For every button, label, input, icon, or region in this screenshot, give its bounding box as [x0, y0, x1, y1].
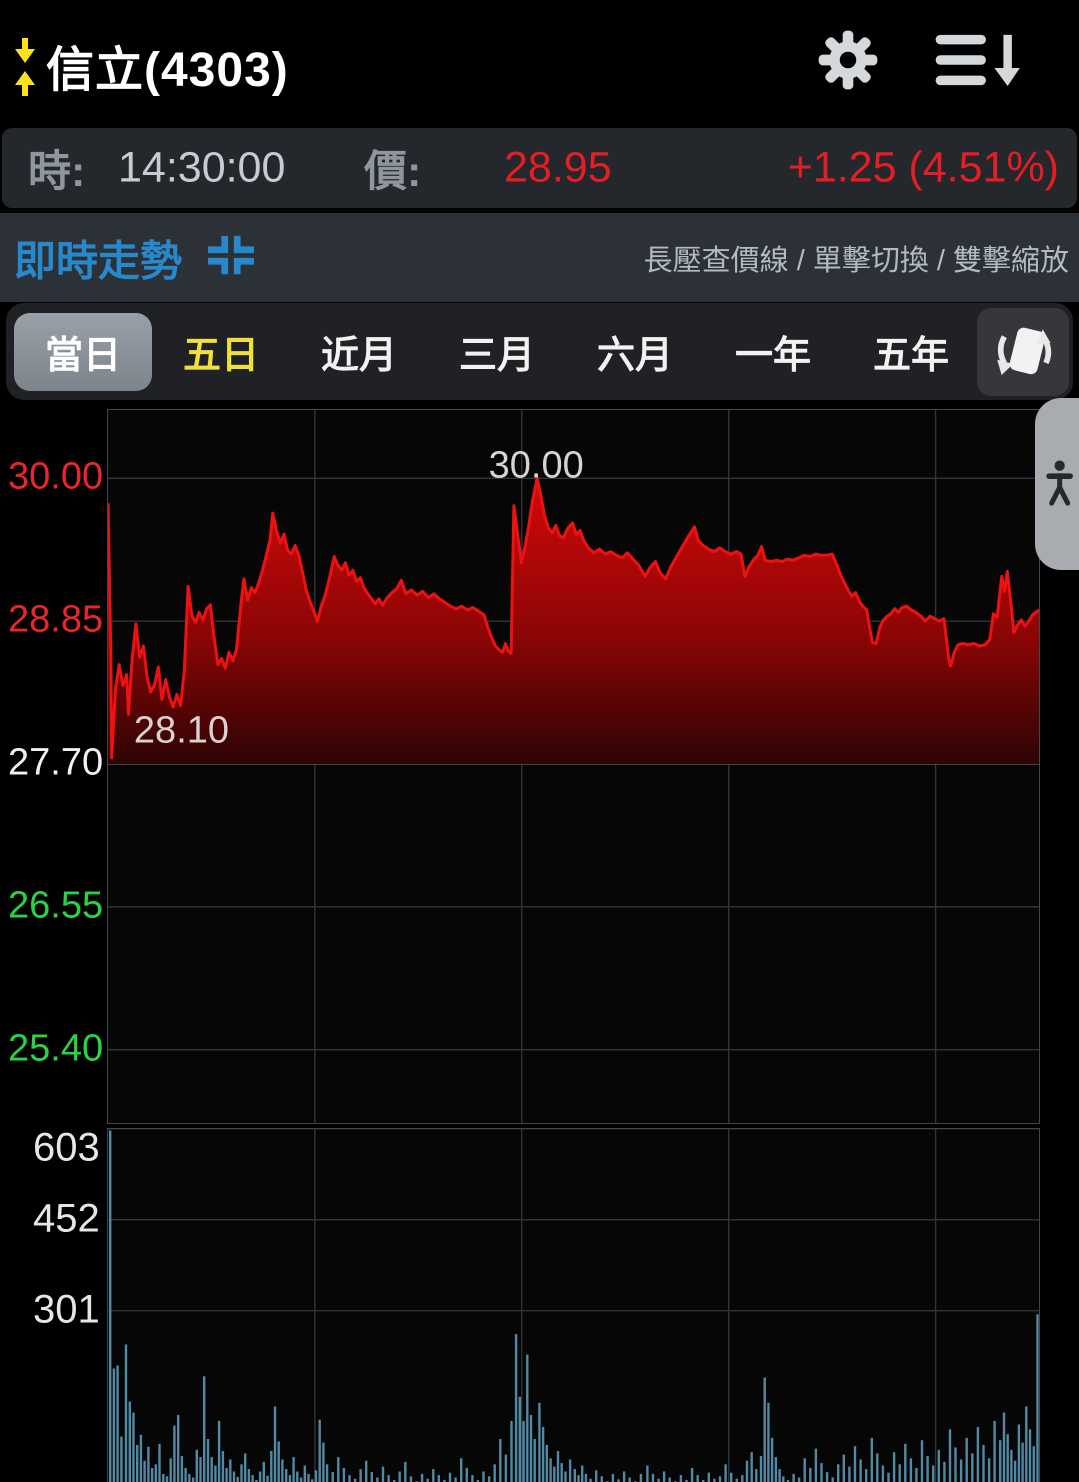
split-cross-icon[interactable] — [208, 235, 254, 282]
gear-icon[interactable] — [812, 24, 884, 96]
top-bar: 信立(4303) — [0, 0, 1079, 125]
axis-tick-label: 26.55 — [8, 884, 104, 927]
axis-tick-label: 28.85 — [8, 598, 104, 641]
price-chart-pane[interactable] — [107, 409, 1040, 1124]
time-label: 時: — [28, 148, 86, 196]
chart-sub-header: 即時走勢 長壓查價線 / 單擊切換 / 雙擊縮放 — [0, 213, 1079, 302]
tab-period-3[interactable]: 三月 — [458, 335, 535, 377]
tab-period-0[interactable]: 當日 — [14, 312, 152, 391]
axis-tick-label: 25.40 — [8, 1027, 104, 1070]
quote-time: 14:30:00 — [118, 143, 286, 192]
tab-period-6[interactable]: 五年 — [872, 335, 949, 377]
axis-tick-label: 30.00 — [8, 455, 104, 498]
price-label: 價: — [364, 148, 422, 196]
sort-descending-icon[interactable] — [928, 24, 1028, 96]
tab-period-4[interactable]: 六月 — [596, 335, 673, 377]
tab-period-2[interactable]: 近月 — [320, 335, 397, 377]
axis-tick-label: 301 — [33, 1287, 100, 1332]
period-tab-bar: 當日 五日 近月 三月 六月 一年 五年 — [6, 303, 1073, 400]
quote-info-bar: 時: 14:30:00 價: 28.95 +1.25 (4.51%) — [2, 128, 1077, 208]
rotate-screen-icon[interactable] — [977, 308, 1069, 396]
page-title: 信立(4303) — [46, 44, 289, 97]
chart-mode-title: 即時走勢 — [14, 237, 183, 284]
chart-annotation: 30.00 — [488, 444, 584, 487]
volume-chart-pane[interactable] — [107, 1128, 1040, 1482]
axis-tick-label: 452 — [33, 1196, 100, 1241]
gesture-hint-text: 長壓查價線 / 單擊切換 / 雙擊縮放 — [643, 244, 1069, 277]
period-tabs: 當日 五日 近月 三月 六月 一年 五年 — [14, 303, 980, 400]
accessibility-person-icon[interactable] — [1035, 398, 1079, 570]
last-price: 28.95 — [504, 143, 612, 192]
price-change: +1.25 (4.51%) — [787, 143, 1059, 192]
tab-period-1[interactable]: 五日 — [182, 335, 259, 377]
chart-annotation: 28.10 — [133, 709, 230, 752]
tab-period-5[interactable]: 一年 — [734, 335, 811, 377]
axis-tick-label: 603 — [33, 1125, 100, 1170]
updown-arrows-icon[interactable] — [12, 38, 38, 101]
axis-tick-label: 27.70 — [8, 741, 104, 784]
